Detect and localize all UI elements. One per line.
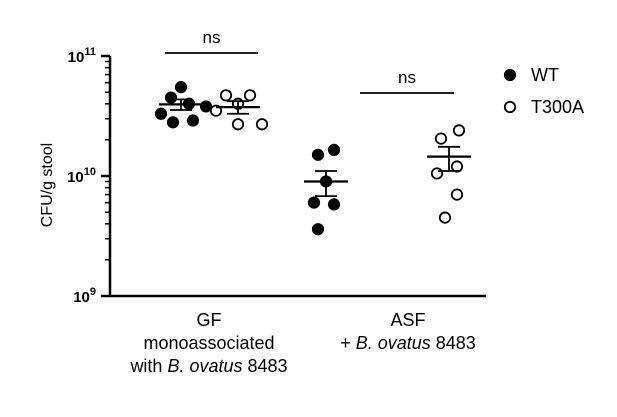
wt-point (327, 143, 341, 157)
x-category-label: ASF + B. ovatus 8483 (340, 310, 476, 353)
wt-point (311, 223, 325, 236)
t300a-point (430, 167, 444, 180)
x-category-labels: GF monoassociated with B. ovatus 8483 ASF + … (129, 310, 475, 376)
mean-sem-bars (159, 98, 471, 197)
y-axis-label: CFU/g stool (39, 143, 56, 227)
wt-point (311, 148, 325, 161)
y-tick-label: 109 (73, 286, 96, 306)
y-tick-label: 1011 (68, 46, 96, 66)
wt-point (154, 107, 168, 120)
legend: WT T300A (503, 65, 584, 117)
wt-point (166, 116, 180, 129)
t300a-point (452, 124, 466, 137)
wt-point (164, 91, 178, 104)
wt-point (307, 196, 321, 209)
y-ticks: 109 1010 1011 (67, 46, 110, 306)
y-tick-label: 1010 (67, 166, 96, 186)
legend-marker (503, 100, 517, 114)
t300a-point (438, 211, 452, 224)
wt-point (327, 198, 341, 211)
wt-point (186, 114, 200, 127)
significance-brackets: ns ns (165, 28, 454, 94)
axes (108, 56, 486, 298)
significance-label: ns (398, 68, 416, 87)
legend-label: T300A (531, 97, 584, 117)
t300a-point (434, 132, 448, 145)
t300a-point (231, 118, 245, 131)
wt-point (174, 81, 188, 94)
t300a-point (450, 188, 464, 201)
legend-marker (503, 68, 517, 82)
legend-label: WT (531, 65, 559, 85)
x-category-label: GF monoassociated with B. ovatus 8483 (129, 310, 287, 376)
t300a-point (243, 89, 257, 102)
t300a-point (255, 118, 269, 131)
wt-point (199, 100, 213, 113)
significance-label: ns (203, 28, 221, 47)
t300a-point (219, 89, 233, 102)
